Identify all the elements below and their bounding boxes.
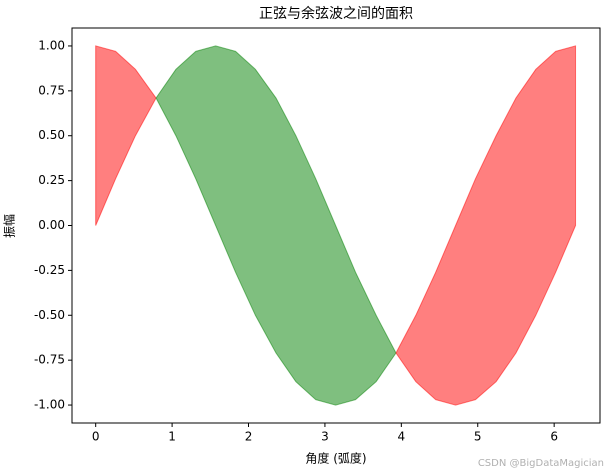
x-axis-label: 角度 (弧度) (305, 451, 366, 466)
x-tick-label: 2 (245, 430, 253, 444)
x-tick-label: 0 (92, 430, 100, 444)
y-tick-label: -0.75 (34, 353, 65, 367)
x-tick-label: 6 (550, 430, 558, 444)
y-tick-label: 1.00 (38, 38, 65, 52)
y-tick-label: 0.50 (38, 128, 65, 142)
chart-title: 正弦与余弦波之间的面积 (259, 5, 413, 22)
x-tick-label: 5 (474, 430, 482, 444)
y-tick-label: -1.00 (34, 398, 65, 412)
fill-region (155, 45, 397, 406)
fill-region (395, 45, 577, 406)
y-tick-label: -0.50 (34, 308, 65, 322)
y-tick-label: 0.75 (38, 83, 65, 97)
x-tick-label: 3 (321, 430, 329, 444)
fill-region (95, 45, 157, 226)
y-tick-label: 0.00 (38, 218, 65, 232)
x-tick-label: 4 (398, 430, 406, 444)
x-tick-label: 1 (168, 430, 176, 444)
watermark: CSDN @BigDataMagician (478, 458, 604, 469)
y-axis-label: 振幅 (2, 214, 17, 238)
y-tick-label: -0.25 (34, 263, 65, 277)
y-tick-label: 0.25 (38, 173, 65, 187)
